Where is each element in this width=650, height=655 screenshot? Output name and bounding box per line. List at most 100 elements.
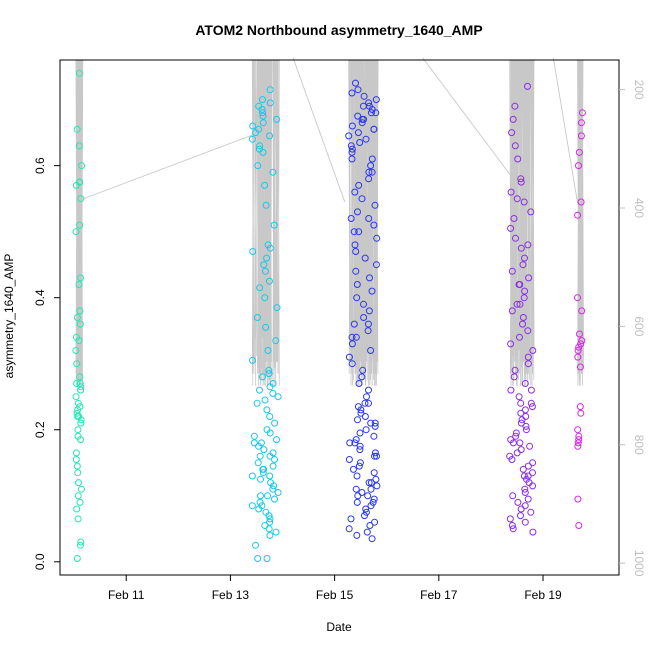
data-point bbox=[254, 162, 262, 170]
data-point bbox=[508, 456, 516, 463]
data-point bbox=[269, 462, 277, 470]
data-point bbox=[253, 399, 261, 407]
data-point bbox=[269, 449, 277, 457]
data-point bbox=[370, 469, 378, 477]
data-point bbox=[365, 399, 372, 407]
data-point bbox=[370, 221, 378, 229]
data-point bbox=[252, 541, 259, 549]
data-point bbox=[270, 221, 278, 229]
data-point bbox=[266, 99, 274, 107]
data-point bbox=[271, 495, 278, 503]
data-point bbox=[373, 452, 380, 460]
data-point bbox=[516, 439, 524, 447]
data-point bbox=[358, 373, 366, 381]
data-point bbox=[365, 215, 373, 222]
data-point bbox=[358, 119, 366, 127]
data-point bbox=[512, 234, 519, 242]
y2-tick-label: 200 bbox=[632, 80, 646, 100]
data-point bbox=[78, 162, 86, 170]
data-point bbox=[521, 287, 529, 295]
data-point bbox=[272, 337, 280, 345]
data-point bbox=[248, 135, 256, 143]
data-point bbox=[366, 274, 373, 282]
y-tick-label: 0.4 bbox=[33, 289, 47, 306]
data-point bbox=[512, 429, 520, 437]
data-point bbox=[72, 347, 80, 354]
data-point bbox=[274, 393, 282, 401]
data-point bbox=[75, 337, 83, 345]
data-point bbox=[74, 515, 82, 523]
data-point bbox=[510, 373, 518, 381]
data-point bbox=[77, 274, 84, 282]
data-point bbox=[524, 495, 532, 503]
plot-frame bbox=[59, 59, 620, 576]
data-point bbox=[365, 479, 373, 487]
depth-lines bbox=[75, 57, 584, 386]
data-point bbox=[524, 82, 531, 90]
data-point bbox=[349, 465, 357, 473]
data-point bbox=[261, 267, 269, 275]
data-point bbox=[354, 86, 362, 94]
data-point bbox=[507, 224, 515, 232]
y-tick-label: 0.2 bbox=[33, 421, 47, 438]
data-point bbox=[517, 419, 525, 427]
data-point bbox=[266, 86, 274, 94]
data-point bbox=[356, 429, 364, 437]
data-point bbox=[76, 178, 84, 186]
data-point bbox=[372, 96, 380, 104]
data-point bbox=[371, 449, 379, 457]
depth-connector-line bbox=[82, 133, 256, 200]
data-point bbox=[355, 181, 363, 189]
data-point bbox=[354, 492, 362, 500]
data-point bbox=[76, 498, 84, 506]
data-point bbox=[364, 320, 372, 328]
data-point bbox=[350, 320, 358, 328]
data-point bbox=[260, 446, 268, 454]
data-point bbox=[261, 294, 269, 302]
depth-connector-line bbox=[552, 57, 579, 206]
data-point bbox=[364, 492, 372, 500]
data-point bbox=[524, 327, 532, 335]
data-point bbox=[363, 393, 370, 401]
data-point bbox=[76, 380, 84, 387]
data-point bbox=[347, 215, 355, 222]
x-tick-label: Feb 13 bbox=[212, 588, 250, 602]
data-point bbox=[347, 142, 355, 150]
data-point bbox=[354, 416, 361, 424]
data-point bbox=[76, 403, 84, 411]
data-point bbox=[370, 432, 378, 440]
data-point bbox=[360, 92, 368, 100]
data-point bbox=[262, 201, 270, 209]
data-point bbox=[265, 512, 273, 520]
data-point bbox=[371, 422, 379, 430]
data-point bbox=[516, 281, 524, 288]
data-point bbox=[76, 373, 84, 381]
data-point bbox=[521, 485, 529, 493]
data-point bbox=[72, 393, 80, 401]
data-point bbox=[260, 261, 268, 269]
data-point bbox=[266, 413, 274, 420]
data-point bbox=[365, 175, 373, 183]
data-point bbox=[76, 307, 84, 315]
depth-line-group bbox=[251, 59, 280, 386]
data-point bbox=[575, 522, 583, 529]
data-point bbox=[74, 469, 82, 477]
data-point bbox=[348, 155, 356, 163]
data-point bbox=[366, 522, 374, 529]
data-point bbox=[509, 492, 517, 500]
data-point bbox=[365, 99, 373, 107]
data-point bbox=[266, 531, 274, 539]
data-point bbox=[351, 439, 359, 447]
data-point bbox=[259, 109, 267, 117]
data-point bbox=[270, 482, 278, 490]
data-point bbox=[250, 432, 258, 440]
data-point bbox=[259, 96, 266, 104]
data-point bbox=[578, 337, 586, 345]
data-point bbox=[513, 300, 521, 308]
data-point bbox=[348, 148, 356, 156]
data-point bbox=[348, 122, 356, 130]
data-point bbox=[574, 211, 582, 219]
data-point bbox=[73, 555, 81, 562]
